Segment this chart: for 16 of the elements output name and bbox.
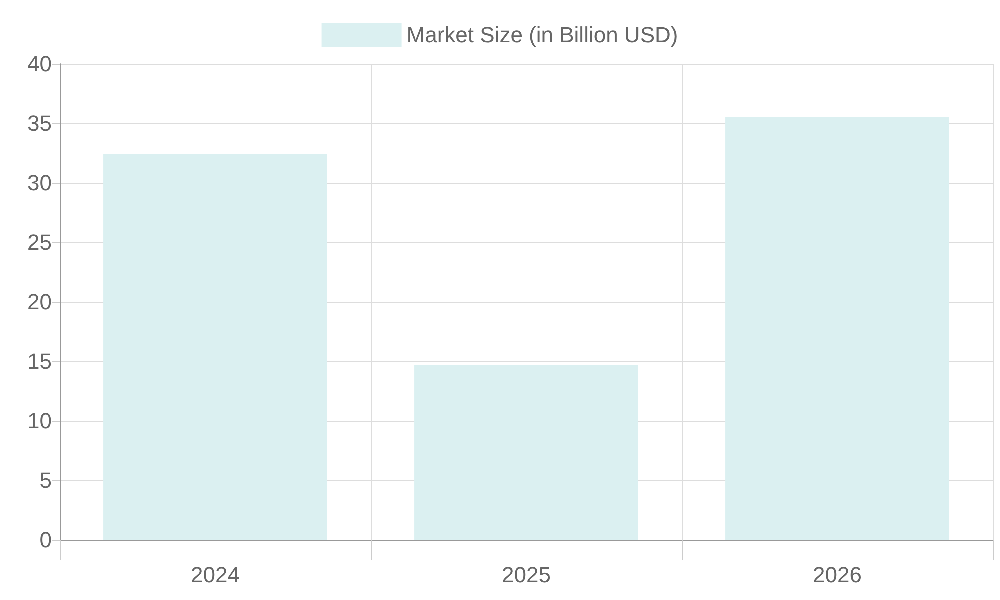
y-tick-label: 20 xyxy=(28,290,52,314)
y-tick-label: 0 xyxy=(40,528,52,552)
bar xyxy=(726,118,950,540)
y-tick-label: 5 xyxy=(40,468,52,493)
x-tick-label: 2026 xyxy=(813,562,862,588)
bar xyxy=(414,365,638,540)
y-tick-label: 10 xyxy=(28,408,52,434)
legend-label: Market Size (in Billion USD) xyxy=(406,22,678,48)
y-tick-label: 25 xyxy=(28,230,52,255)
y-tick-label: 30 xyxy=(28,170,52,196)
x-tick-label: 2024 xyxy=(191,562,240,588)
x-tick-label: 2025 xyxy=(502,562,551,588)
y-tick-label: 40 xyxy=(28,52,52,76)
y-tick-label: 15 xyxy=(28,349,52,374)
bar xyxy=(104,154,328,540)
y-tick-label: 35 xyxy=(28,111,52,136)
